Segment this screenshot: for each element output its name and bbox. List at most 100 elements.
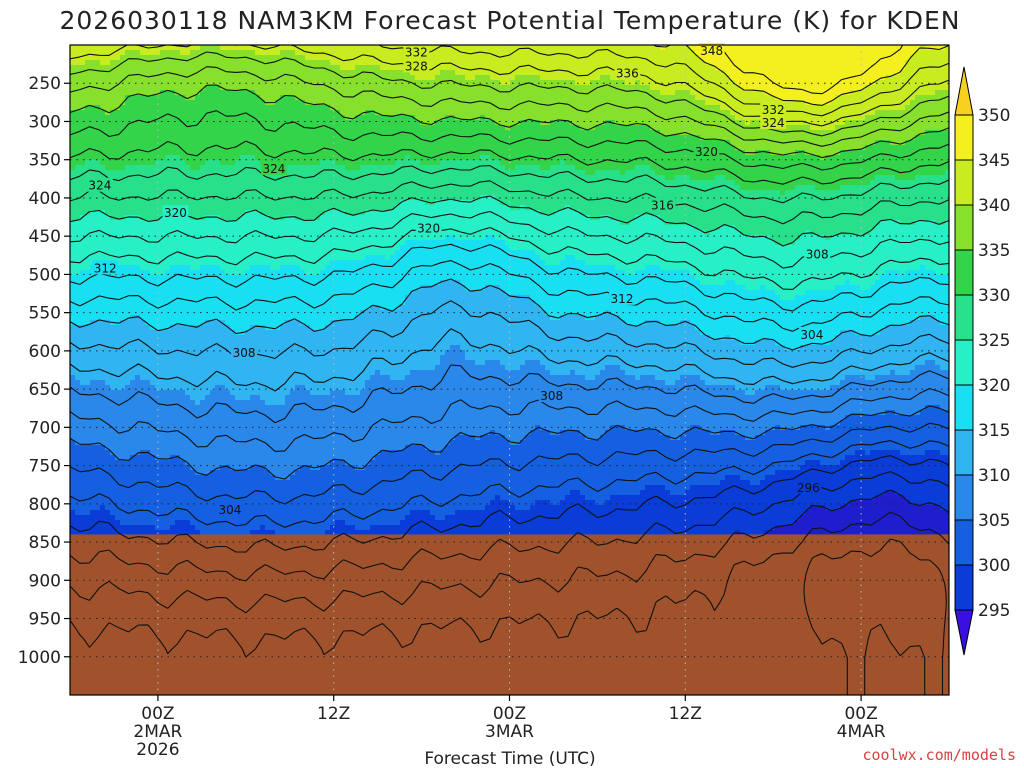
theta-cell [755,95,761,101]
theta-cell [85,100,91,106]
theta-cell [140,100,146,106]
theta-cell [880,110,886,116]
theta-cell [895,180,901,186]
theta-cell [880,135,886,141]
theta-cell [135,95,141,101]
theta-cell [890,80,896,86]
theta-cell [410,140,416,146]
theta-cell [940,155,946,161]
theta-cell [850,110,856,116]
theta-cell [110,125,116,131]
theta-cell [420,180,426,186]
theta-cell [895,175,901,181]
theta-cell [495,115,501,121]
theta-cell [90,140,96,146]
theta-cell [205,125,211,131]
theta-cell [450,105,456,111]
theta-cell [375,140,381,146]
theta-cell [275,70,281,76]
theta-cell [570,75,576,81]
theta-cell [795,115,801,121]
theta-cell [670,95,676,101]
theta-cell [655,55,661,61]
theta-cell [105,165,111,171]
theta-cell [770,75,776,81]
theta-cell [350,130,356,136]
theta-cell [520,180,526,186]
theta-cell [120,85,126,91]
theta-cell [550,180,556,186]
theta-cell [820,175,826,181]
theta-cell [570,110,576,116]
theta-cell [715,120,721,126]
theta-cell [685,170,691,176]
theta-cell [345,160,351,166]
theta-cell [205,70,211,76]
theta-cell [545,55,551,61]
theta-cell [470,90,476,96]
theta-cell [525,170,531,176]
theta-cell [395,90,401,96]
theta-cell [115,120,121,126]
theta-cell [280,50,286,56]
theta-cell [935,135,941,141]
theta-cell [270,110,276,116]
theta-cell [795,155,801,161]
theta-cell [615,80,621,86]
theta-cell [255,130,261,136]
theta-cell [895,145,901,151]
theta-cell [325,155,331,161]
theta-cell [420,160,426,166]
theta-cell [100,50,106,56]
theta-cell [845,70,851,76]
theta-cell [595,165,601,171]
theta-cell [380,85,386,91]
theta-cell [110,160,116,166]
theta-cell [145,135,151,141]
theta-cell [710,100,716,106]
theta-cell [355,50,361,56]
theta-cell [700,160,706,166]
theta-cell [785,55,791,61]
theta-cell [825,65,831,71]
theta-cell [195,130,201,136]
theta-cell [150,130,156,136]
theta-cell [130,75,136,81]
theta-cell [190,180,196,186]
theta-cell [595,150,601,156]
theta-cell [885,170,891,176]
theta-cell [930,55,936,61]
theta-cell [300,170,306,176]
theta-cell [790,95,796,101]
theta-cell [750,175,756,181]
theta-cell [165,60,171,66]
theta-cell [680,70,686,76]
theta-cell [200,185,206,191]
theta-cell [805,95,811,101]
theta-cell [635,170,641,176]
theta-cell [420,115,426,121]
theta-cell [315,180,321,186]
theta-cell [95,95,101,101]
theta-cell [780,175,786,181]
theta-cell [720,60,726,66]
theta-cell [225,50,231,56]
theta-cell [320,175,326,181]
theta-cell [600,155,606,161]
theta-cell [815,105,821,111]
theta-cell [815,170,821,176]
theta-cell [585,45,591,51]
theta-cell [580,120,586,126]
theta-cell [420,80,426,86]
theta-cell [565,165,571,171]
theta-cell [720,90,726,96]
theta-cell [650,165,656,171]
theta-cell [680,45,686,51]
theta-cell [550,80,556,86]
theta-cell [195,160,201,166]
theta-cell [115,110,121,116]
theta-cell [180,135,186,141]
theta-cell [185,65,191,71]
theta-cell [935,125,941,131]
theta-cell [880,130,886,136]
